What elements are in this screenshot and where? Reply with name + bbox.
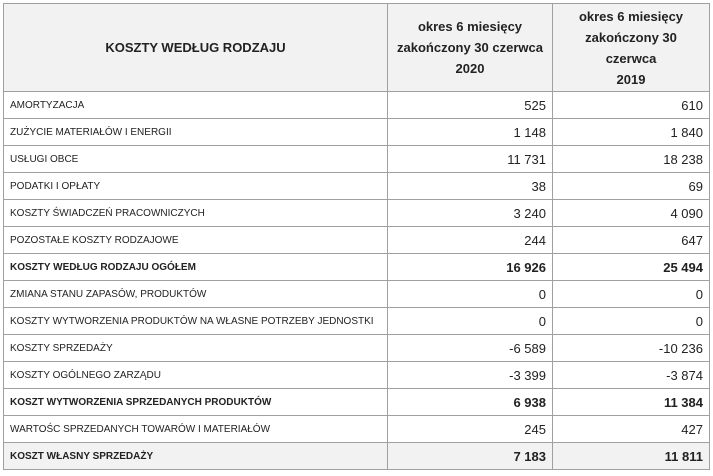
column-header: okres 6 miesięcy zakończony 30 czerwca 2… [552,3,710,92]
table-row: ZUŻYCIE MATERIAŁÓW I ENERGII 1 148 1 840 [3,118,710,146]
cell-value: 18 238 [552,145,710,173]
row-label: KOSZTY OGÓLNEGO ZARZĄDU [3,361,388,389]
table-row: PODATKI I OPŁATY 38 69 [3,172,710,200]
row-label: ZMIANA STANU ZAPASÓW, PRODUKTÓW [3,280,388,308]
table-row: KOSZTY WEDŁUG RODZAJU OGÓŁEM 16 926 25 494 [3,253,710,281]
table-row: KOSZTY WYTWORZENIA PRODUKTÓW NA WŁASNE P… [3,307,710,335]
table-row: KOSZTY SPRZEDAŻY -6 589 -10 236 [3,334,710,362]
cell-value: 0 [387,307,553,335]
cell-value: 0 [552,307,710,335]
cell-value: -10 236 [552,334,710,362]
row-label: AMORTYZACJA [3,91,388,119]
row-label: KOSZT WŁASNY SPRZEDAŻY [3,442,388,470]
cell-value: 69 [552,172,710,200]
header-row: KOSZTY WEDŁUG RODZAJU okres 6 miesięcy z… [3,3,710,92]
cell-value: 244 [387,226,553,254]
row-label: WARTOŚC SPRZEDANYCH TOWARÓW I MATERIAŁÓW [3,415,388,443]
cell-value: -3 874 [552,361,710,389]
cost-table: KOSZTY WEDŁUG RODZAJU okres 6 miesięcy z… [3,3,710,470]
cell-value: 1 840 [552,118,710,146]
row-label: KOSZTY SPRZEDAŻY [3,334,388,362]
cell-value: 11 811 [552,442,710,470]
table-row: WARTOŚC SPRZEDANYCH TOWARÓW I MATERIAŁÓW… [3,415,710,443]
table-row: KOSZT WŁASNY SPRZEDAŻY 7 183 11 811 [3,442,710,470]
cell-value: 245 [387,415,553,443]
row-label: ZUŻYCIE MATERIAŁÓW I ENERGII [3,118,388,146]
cell-value: 647 [552,226,710,254]
table-row: ZMIANA STANU ZAPASÓW, PRODUKTÓW 0 0 [3,280,710,308]
cell-value: 3 240 [387,199,553,227]
row-label: KOSZT WYTWORZENIA SPRZEDANYCH PRODUKTÓW [3,388,388,416]
row-label: POZOSTAŁE KOSZTY RODZAJOWE [3,226,388,254]
cell-value: 0 [552,280,710,308]
cell-value: 11 731 [387,145,553,173]
table-row: KOSZTY OGÓLNEGO ZARZĄDU -3 399 -3 874 [3,361,710,389]
table-row: POZOSTAŁE KOSZTY RODZAJOWE 244 647 [3,226,710,254]
cell-value: -6 589 [387,334,553,362]
cell-value: 427 [552,415,710,443]
cell-value: 6 938 [387,388,553,416]
cell-value: 1 148 [387,118,553,146]
table-row: USŁUGI OBCE 11 731 18 238 [3,145,710,173]
table-row: AMORTYZACJA 525 610 [3,91,710,119]
row-label: KOSZTY WEDŁUG RODZAJU OGÓŁEM [3,253,388,281]
cell-value: 25 494 [552,253,710,281]
column-header: okres 6 miesięcy zakończony 30 czerwca 2… [387,3,553,92]
cell-value: 0 [387,280,553,308]
table-row: KOSZTY ŚWIADCZEŃ PRACOWNICZYCH 3 240 4 090 [3,199,710,227]
cell-value: 7 183 [387,442,553,470]
header-title: KOSZTY WEDŁUG RODZAJU [3,3,388,92]
cell-value: 525 [387,91,553,119]
cell-value: 610 [552,91,710,119]
cell-value: 16 926 [387,253,553,281]
cell-value: 11 384 [552,388,710,416]
table-body: AMORTYZACJA 525 610 ZUŻYCIE MATERIAŁÓW I EN… [3,91,710,470]
cell-value: 4 090 [552,199,710,227]
row-label: KOSZTY ŚWIADCZEŃ PRACOWNICZYCH [3,199,388,227]
cell-value: 38 [387,172,553,200]
cell-value: -3 399 [387,361,553,389]
row-label: USŁUGI OBCE [3,145,388,173]
table-row: KOSZT WYTWORZENIA SPRZEDANYCH PRODUKTÓW 6… [3,388,710,416]
row-label: PODATKI I OPŁATY [3,172,388,200]
row-label: KOSZTY WYTWORZENIA PRODUKTÓW NA WŁASNE P… [3,307,388,335]
